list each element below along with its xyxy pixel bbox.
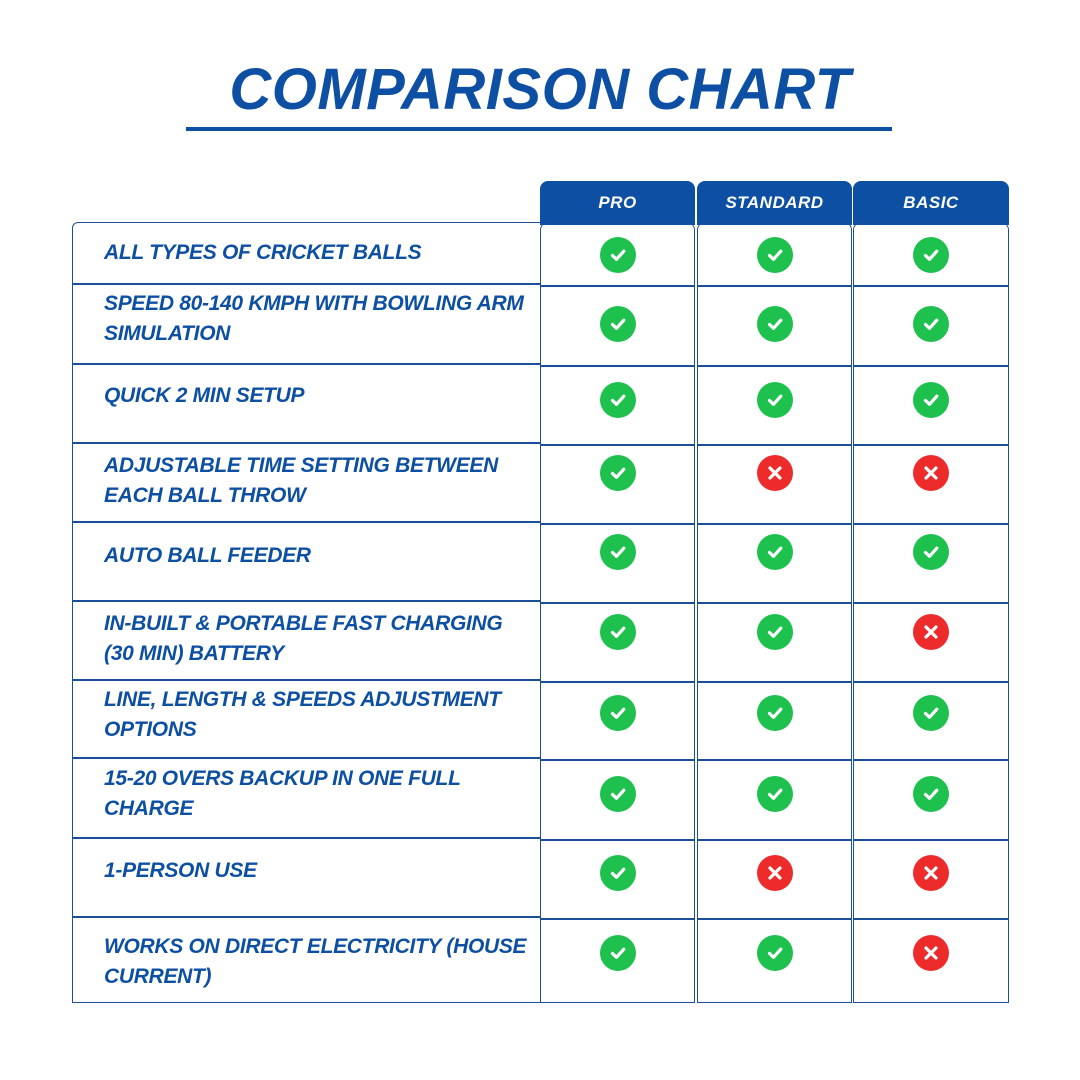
feature-label: WORKS ON DIRECT ELECTRICITY (HOUSE CURRE…: [104, 935, 527, 988]
row-divider: [853, 602, 1009, 604]
feature-label: ALL TYPES OF CRICKET BALLS: [104, 241, 422, 264]
column-pro: [540, 222, 695, 1003]
row-divider: [540, 602, 695, 604]
check-icon: [756, 695, 793, 731]
row-divider: [72, 679, 540, 681]
row-divider: [853, 523, 1009, 525]
row-divider: [72, 283, 540, 285]
row-divider: [540, 759, 695, 761]
check-icon: [599, 776, 636, 812]
row-divider: [697, 839, 852, 841]
row-divider: [72, 757, 540, 759]
row-divider: [853, 918, 1009, 920]
row-divider: [540, 365, 695, 367]
row-divider: [540, 285, 695, 287]
row-divider: [72, 521, 540, 523]
cross-icon: [913, 855, 949, 891]
check-icon: [913, 237, 949, 273]
cross-icon: [913, 935, 949, 971]
feature-column: [72, 222, 540, 1003]
check-icon: [756, 776, 793, 812]
feature-label: SPEED 80-140 KMPH WITH BOWLING ARM SIMUL…: [104, 292, 524, 345]
row-divider: [540, 681, 695, 683]
row-divider: [72, 600, 540, 602]
row-divider: [697, 681, 852, 683]
title-underline: [186, 127, 892, 131]
row-divider: [697, 365, 852, 367]
column-header-standard: STANDARD: [697, 181, 852, 225]
check-icon: [756, 237, 793, 273]
check-icon: [599, 237, 636, 273]
feature-label: 15-20 OVERS BACKUP IN ONE FULL CHARGE: [104, 767, 461, 820]
row-divider: [540, 918, 695, 920]
chart-title: COMPARISON CHART: [229, 57, 851, 122]
check-icon: [599, 695, 636, 731]
row-divider: [853, 681, 1009, 683]
row-divider: [72, 916, 540, 918]
check-icon: [756, 382, 793, 418]
row-divider: [540, 444, 695, 446]
column-header-pro: PRO: [540, 181, 695, 225]
row-divider: [540, 839, 695, 841]
feature-label: QUICK 2 MIN SETUP: [104, 384, 305, 407]
check-icon: [756, 534, 793, 570]
feature-label: IN-BUILT & PORTABLE FAST CHARGING (30 MI…: [104, 612, 503, 665]
row-divider: [697, 918, 852, 920]
check-icon: [756, 935, 793, 971]
column-header-basic: BASIC: [853, 181, 1009, 225]
row-divider: [697, 444, 852, 446]
check-icon: [756, 614, 793, 650]
feature-label: 1-PERSON USE: [104, 859, 257, 882]
row-divider: [853, 365, 1009, 367]
check-icon: [913, 306, 949, 342]
cross-icon: [913, 455, 949, 491]
cross-icon: [756, 855, 793, 891]
check-icon: [913, 382, 949, 418]
check-icon: [599, 534, 636, 570]
check-icon: [913, 776, 949, 812]
column-basic: [853, 222, 1009, 1003]
row-divider: [697, 523, 852, 525]
row-divider: [72, 363, 540, 365]
check-icon: [913, 534, 949, 570]
column-standard: [697, 222, 852, 1003]
row-divider: [72, 442, 540, 444]
row-divider: [72, 837, 540, 839]
check-icon: [599, 614, 636, 650]
check-icon: [913, 695, 949, 731]
row-divider: [697, 285, 852, 287]
check-icon: [599, 935, 636, 971]
row-divider: [853, 759, 1009, 761]
row-divider: [540, 523, 695, 525]
feature-label: LINE, LENGTH & SPEEDS ADJUSTMENT OPTIONS: [104, 688, 501, 741]
check-icon: [599, 455, 636, 491]
row-divider: [853, 444, 1009, 446]
cross-icon: [756, 455, 793, 491]
check-icon: [756, 306, 793, 342]
row-divider: [853, 839, 1009, 841]
cross-icon: [913, 614, 949, 650]
feature-label: ADJUSTABLE TIME SETTING BETWEEN EACH BAL…: [104, 454, 498, 507]
row-divider: [697, 602, 852, 604]
check-icon: [599, 855, 636, 891]
feature-label: AUTO BALL FEEDER: [104, 544, 311, 567]
check-icon: [599, 382, 636, 418]
row-divider: [853, 285, 1009, 287]
row-divider: [697, 759, 852, 761]
check-icon: [599, 306, 636, 342]
